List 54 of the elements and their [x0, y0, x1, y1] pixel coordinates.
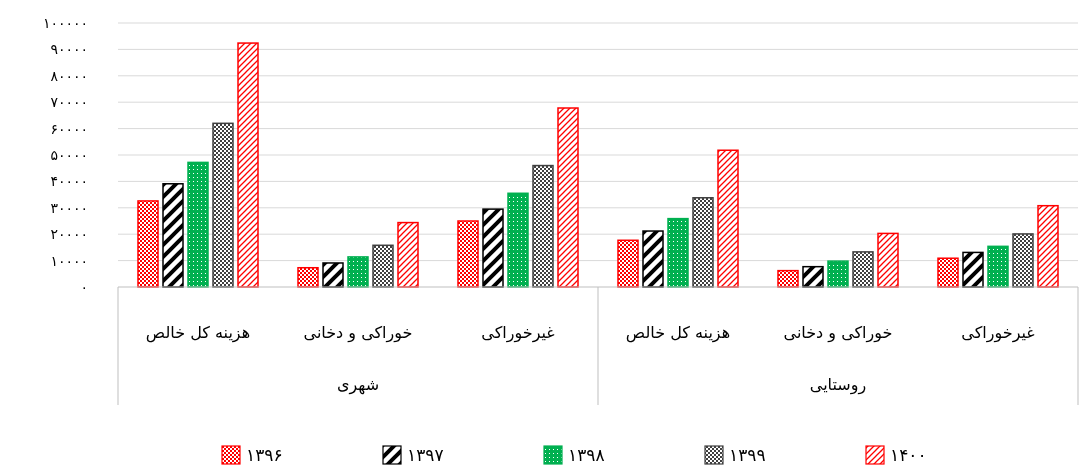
bar	[937, 257, 959, 288]
bar	[1037, 204, 1059, 288]
bar	[482, 208, 504, 288]
y-tick-label: ۸۰۰۰۰	[50, 67, 88, 84]
x-tick-label: غیرخوراکی	[961, 323, 1035, 343]
bar	[717, 149, 739, 288]
bar	[297, 266, 319, 288]
y-tick-label: ۷۰۰۰۰	[50, 94, 88, 111]
y-tick-label: ۵۰۰۰۰	[50, 147, 88, 163]
bar	[212, 122, 234, 288]
bar	[692, 197, 714, 288]
text: روستایی	[809, 375, 867, 395]
bar	[852, 251, 874, 288]
bar	[347, 256, 369, 288]
x-tick-label: هزینه کل خالص	[145, 323, 251, 343]
legend-label: ۱۳۹۸	[568, 445, 605, 465]
y-tick-label: ۶۰۰۰۰	[50, 120, 88, 137]
bar	[962, 251, 984, 288]
bar	[237, 42, 259, 288]
bar	[802, 265, 824, 288]
bar	[457, 220, 479, 288]
y-tick-label: ۳۰۰۰۰	[50, 199, 88, 216]
legend-label: ۱۴۰۰	[890, 445, 927, 465]
bar	[507, 192, 529, 288]
bar	[777, 269, 799, 288]
bar	[137, 200, 159, 288]
x-tick-label: خوراکی و دخانی	[303, 323, 413, 343]
bar	[187, 161, 209, 288]
legend-label: ۱۳۹۶	[246, 445, 283, 465]
bar	[827, 260, 849, 288]
bar	[987, 245, 1009, 288]
bar	[532, 164, 554, 288]
x-tick-label: غیرخوراکی	[481, 323, 555, 343]
bar	[617, 239, 639, 288]
bar	[667, 217, 689, 288]
bar	[642, 230, 664, 288]
y-tick-label: ۴۰۰۰۰	[50, 173, 88, 190]
y-tick-label: ۰	[80, 279, 88, 295]
legend-label: ۱۳۹۷	[407, 445, 444, 465]
y-tick-label: ۱۰۰۰۰	[50, 252, 88, 269]
bar	[557, 107, 579, 288]
bar	[162, 183, 184, 288]
y-tick-label: ۲۰۰۰۰	[50, 226, 88, 243]
bar	[877, 232, 899, 288]
legend-label: ۱۳۹۹	[729, 445, 766, 465]
bar	[1012, 233, 1034, 288]
x-tick-label: خوراکی و دخانی	[783, 323, 893, 343]
x-tick-label: هزینه کل خالص	[625, 323, 731, 343]
y-tick-label: ۱۰۰۰۰۰	[42, 15, 88, 31]
bar	[397, 221, 419, 288]
y-tick-label: ۹۰۰۰۰	[50, 41, 88, 58]
text: شهری	[336, 375, 380, 395]
bar	[322, 262, 344, 288]
bar	[372, 244, 394, 288]
